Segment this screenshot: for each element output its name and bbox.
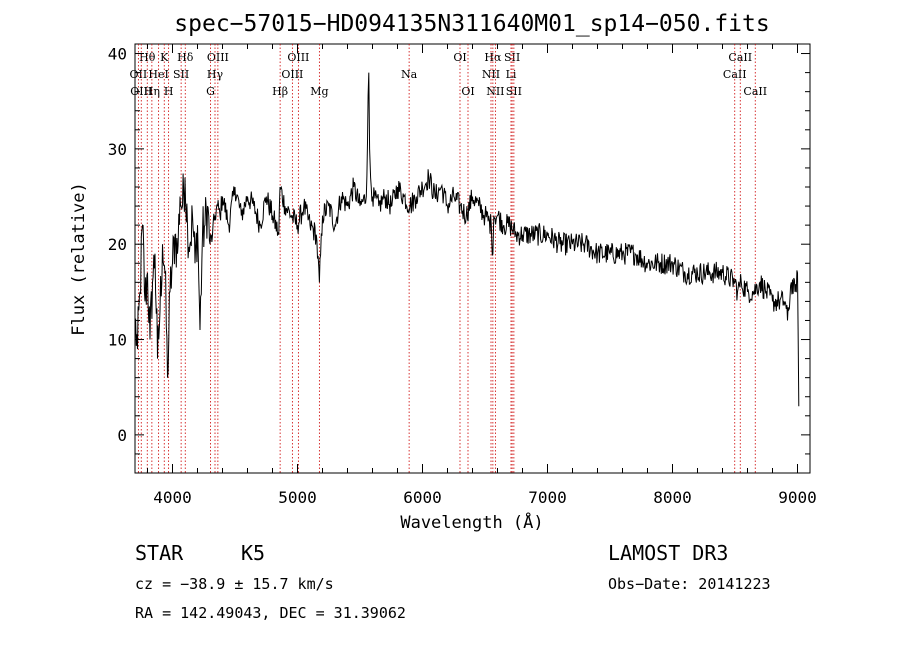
x-tick-label: 4000	[153, 488, 192, 507]
emission-line-label: NII	[486, 85, 504, 98]
emission-line-label: Hβ	[272, 85, 288, 98]
survey-name: LAMOST DR3	[608, 541, 728, 565]
emission-line-label: K	[160, 51, 169, 64]
emission-line-label: OIII	[207, 51, 229, 64]
x-axis: 4000 5000 6000 7000 8000 9000	[147, 44, 817, 507]
emission-line-label: H	[164, 85, 174, 98]
emission-line-label: NII	[482, 68, 500, 81]
y-tick-label: 30	[108, 140, 127, 159]
emission-line-label: Mg	[310, 85, 328, 98]
y-axis-label: Flux (relative)	[69, 182, 89, 336]
obs-date: Obs−Date: 20141223	[608, 575, 771, 593]
emission-line-label: OII	[130, 68, 148, 81]
emission-line-label: Hα	[484, 51, 502, 64]
emission-line-label: OIII	[281, 68, 303, 81]
x-axis-label: Wavelength (Å)	[400, 511, 543, 533]
redshift-value: cz = −38.9 ± 15.7 km/s	[135, 575, 334, 593]
emission-line-label: Hθ	[139, 51, 156, 64]
emission-lines: Hθ OII OIII HeI Hη K H SII Hδ OIII Hγ G OIII OIII Hβ Mg…	[130, 44, 767, 473]
y-tick-label: 20	[108, 235, 127, 254]
emission-line-label: SII	[506, 85, 522, 98]
chart-title: spec−57015−HD094135N311640M01_sp14−050.f…	[174, 11, 769, 37]
y-tick-label: 40	[108, 45, 127, 64]
y-tick-label: 10	[108, 331, 127, 350]
emission-line-label: CaII	[728, 51, 752, 64]
emission-line-label: HeI	[148, 68, 168, 81]
emission-line-label: Hη	[144, 85, 160, 98]
emission-line-label: CaII	[743, 85, 767, 98]
emission-line-label: SII	[504, 51, 520, 64]
x-tick-label: 7000	[528, 488, 567, 507]
x-tick-label: 6000	[403, 488, 442, 507]
star-class: STAR	[135, 541, 184, 565]
coordinates: RA = 142.49043, DEC = 31.39062	[135, 604, 406, 622]
emission-line-label: OI	[461, 85, 474, 98]
y-tick-label: 0	[117, 426, 127, 445]
emission-line-label: CaII	[723, 68, 747, 81]
spectrum-line	[134, 72, 800, 407]
emission-line-label: SII	[173, 68, 189, 81]
emission-line-label: OI	[453, 51, 466, 64]
y-axis: 0 10 20 30 40	[108, 45, 810, 474]
emission-line-label: OIII	[287, 51, 309, 64]
emission-line-label: OIII	[130, 85, 152, 98]
plot-frame	[134, 43, 811, 474]
x-tick-label: 5000	[278, 488, 317, 507]
emission-line-label: G	[206, 85, 215, 98]
emission-line-label: Li	[506, 68, 517, 81]
x-tick-label: 9000	[778, 488, 817, 507]
emission-line-label: Hγ	[207, 68, 224, 81]
emission-line-label: Hδ	[177, 51, 194, 64]
star-subclass: K5	[241, 541, 265, 565]
emission-line-label: Na	[401, 68, 418, 81]
x-tick-label: 8000	[653, 488, 692, 507]
